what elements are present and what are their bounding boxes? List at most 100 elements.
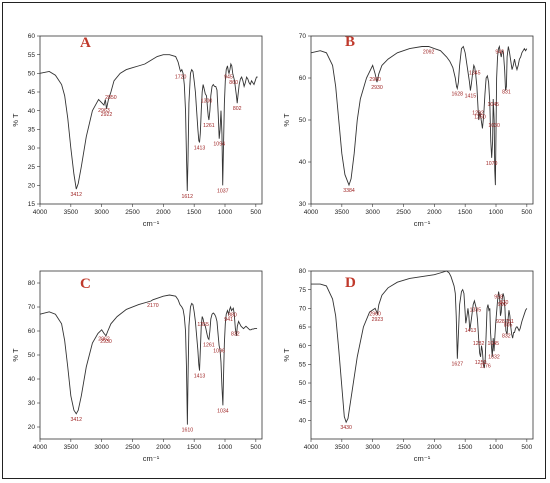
peak-label: 1260	[474, 115, 486, 121]
x-tick-label: 1500	[187, 209, 202, 216]
y-tick-label: 50	[299, 380, 307, 387]
y-tick-label: 60	[299, 343, 307, 350]
spectrum-line	[310, 44, 528, 187]
peak-label: 1413	[194, 374, 206, 380]
spectrum-chart-b: 4000 3500 3000 2500 2000 1500 1000 500 30 40 50 60 7…	[282, 33, 534, 228]
x-tick-label: 500	[521, 444, 532, 451]
y-tick-label: 40	[299, 159, 307, 166]
panel-letter: B	[345, 34, 355, 50]
x-axis-label: cm⁻¹	[414, 219, 431, 228]
peak-label: 1070	[486, 161, 498, 167]
y-axis-label: % T	[282, 348, 291, 362]
y-tick-label: 50	[28, 352, 36, 359]
panel-d: 4000 3500 3000 2500 2000 1500 1000 500 40 45 50 55 6…	[281, 261, 543, 481]
y-tick-label: 60	[299, 75, 307, 82]
peak-label: 1345	[469, 71, 481, 77]
y-tick-label: 50	[299, 117, 307, 124]
y-tick-label: 75	[299, 287, 307, 294]
x-tick-label: 2500	[396, 444, 411, 451]
plot-frame	[310, 35, 534, 205]
x-tick-label: 1500	[458, 444, 473, 451]
peak-label: 1096	[213, 348, 225, 354]
peak-label: 1094	[213, 142, 225, 148]
peak-label: 1335	[470, 308, 482, 314]
x-tick-label: 4000	[304, 444, 319, 451]
y-tick-label: 60	[28, 33, 36, 40]
x-tick-label: 2500	[396, 209, 411, 216]
y-tick-label: 30	[28, 400, 36, 407]
peak-label: 1045	[487, 102, 499, 108]
peak-label: 940	[495, 50, 504, 56]
peak-label: 2922	[101, 112, 113, 118]
y-tick-label: 80	[28, 280, 36, 287]
x-axis-label: cm⁻¹	[143, 219, 160, 228]
x-tick-label: 3000	[365, 444, 380, 451]
peak-label: 1300	[201, 99, 213, 105]
peak-label: 1250	[475, 360, 487, 366]
peak-label: 3412	[70, 417, 82, 423]
peak-label: 1610	[182, 428, 194, 434]
x-tick-label: 4000	[304, 209, 319, 216]
y-tick-label: 45	[299, 399, 307, 406]
plot-frame	[39, 35, 263, 205]
peak-label: 1415	[465, 94, 477, 100]
peak-label: 1612	[181, 194, 193, 200]
x-tick-label: 500	[521, 209, 532, 216]
peak-label: 928	[496, 319, 505, 325]
x-axis-label: cm⁻¹	[143, 454, 160, 463]
peak-label: 958	[494, 295, 503, 301]
peak-label: 1282	[473, 341, 485, 347]
y-tick-label: 20	[28, 424, 36, 431]
x-tick-label: 1000	[218, 209, 233, 216]
peak-label: 1261	[203, 123, 215, 129]
y-tick-label: 30	[299, 201, 307, 208]
peak-label: 1627	[452, 362, 464, 368]
peak-label: 900	[498, 302, 507, 308]
peak-label: 1628	[451, 92, 463, 98]
y-tick-label: 40	[28, 108, 36, 115]
x-axis-label: cm⁻¹	[414, 454, 431, 463]
peak-label: 2923	[372, 317, 384, 323]
peak-label: 880	[228, 312, 237, 318]
x-tick-label: 500	[250, 209, 261, 216]
x-tick-label: 2000	[156, 209, 171, 216]
y-tick-label: 70	[28, 304, 36, 311]
y-tick-label: 45	[28, 89, 36, 96]
peak-label: 3384	[343, 188, 355, 194]
y-tick-label: 40	[299, 418, 307, 425]
panel-b: 4000 3500 3000 2500 2000 1500 1000 500 30 40 50 60 7…	[281, 26, 543, 246]
x-tick-label: 2000	[156, 444, 171, 451]
peak-label: 1032	[488, 354, 500, 360]
peak-label: 2963	[98, 108, 110, 114]
peak-label: 832	[502, 334, 511, 340]
spectrum-chart-d: 4000 3500 3000 2500 2000 1500 1000 500 40 45 50 55 6…	[282, 268, 534, 463]
y-tick-label: 80	[299, 268, 307, 275]
y-tick-label: 70	[299, 33, 307, 40]
peak-label: 802	[233, 106, 242, 112]
y-tick-label: 40	[28, 376, 36, 383]
x-tick-label: 2000	[427, 209, 442, 216]
peak-label: 1355	[197, 322, 209, 328]
y-tick-label: 15	[28, 201, 36, 208]
peak-label: 2930	[371, 85, 383, 91]
x-tick-label: 1000	[489, 209, 504, 216]
peak-label: 1030	[488, 123, 500, 129]
x-tick-label: 1500	[458, 209, 473, 216]
panel-letter: D	[345, 275, 356, 291]
x-tick-label: 3500	[335, 209, 350, 216]
y-tick-label: 55	[28, 52, 36, 59]
peak-label: 3412	[70, 192, 82, 198]
spectrum-chart-c: 4000 3500 3000 2500 2000 1500 1000 500 20 30 40 50 6…	[11, 270, 263, 463]
peak-label: 2960	[369, 77, 381, 83]
peak-label: 1045	[487, 341, 499, 347]
peak-label: 870	[500, 300, 509, 306]
y-tick-label: 25	[28, 164, 36, 171]
peak-label: 831	[502, 89, 511, 95]
x-tick-label: 3000	[365, 209, 380, 216]
peak-label: 1720	[175, 74, 187, 80]
peak-label: 832	[231, 332, 240, 338]
x-tick-label: 4000	[33, 209, 48, 216]
peak-label: 2170	[147, 303, 159, 309]
peak-label: 1413	[194, 145, 206, 151]
x-tick-label: 1500	[187, 444, 202, 451]
